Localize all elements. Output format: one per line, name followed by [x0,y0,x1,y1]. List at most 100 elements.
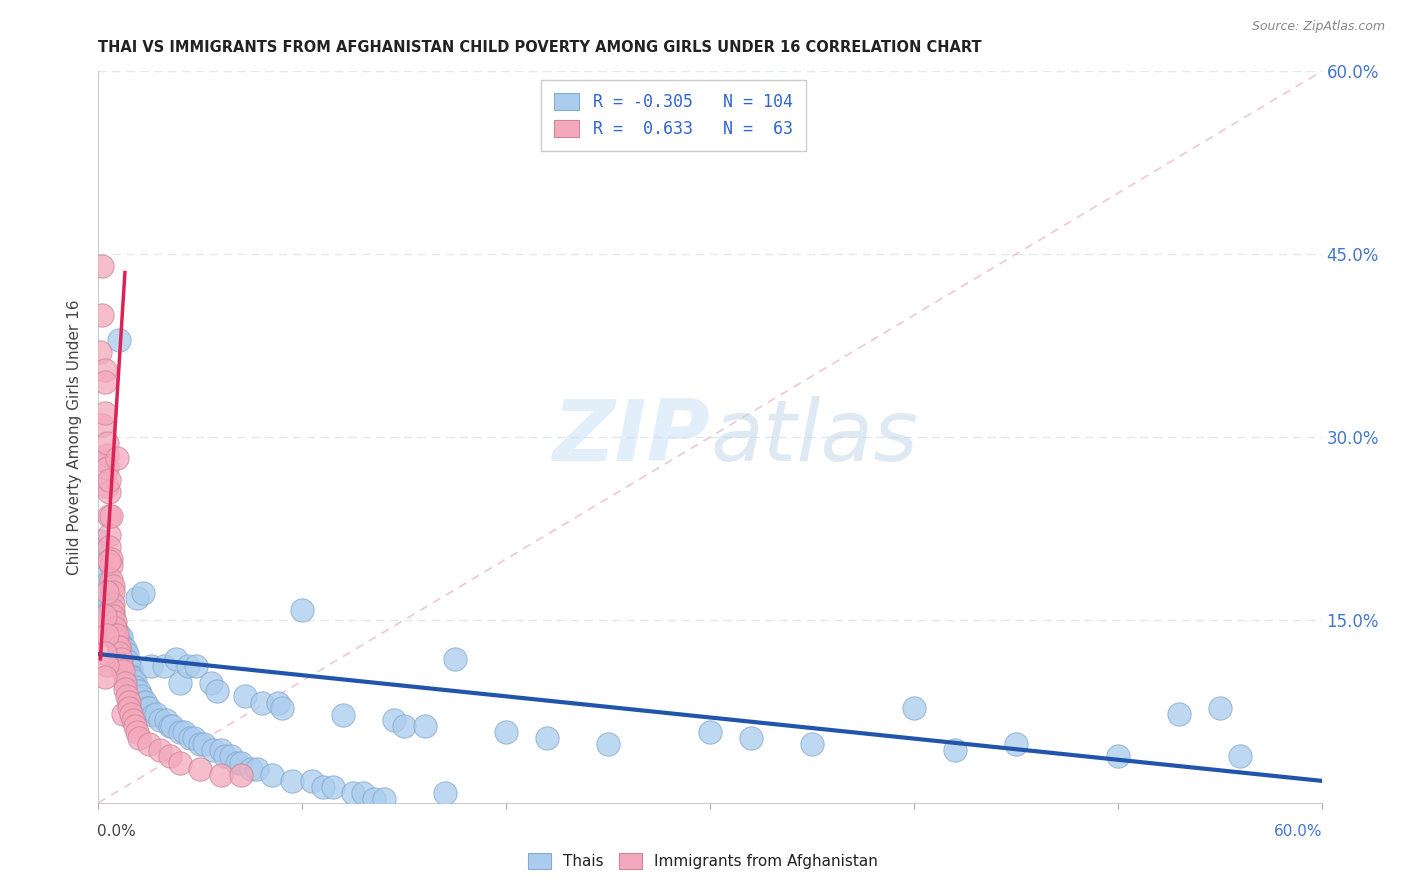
Point [105,633,128,648]
Point [159,749,181,764]
Legend: Thais, Immigrants from Afghanistan: Thais, Immigrants from Afghanistan [522,847,884,875]
Point [246,762,269,776]
Point [193,737,215,751]
Point [169,676,191,690]
Point [155,713,177,727]
Point [270,700,294,714]
Point [495,725,517,739]
Point [93,376,115,390]
Point [108,646,131,660]
Point [124,673,146,688]
Text: 60.0%: 60.0% [1274,823,1323,838]
Legend: R = -0.305   N = 104, R =  0.633   N =  63: R = -0.305 N = 104, R = 0.633 N = 63 [541,79,806,151]
Point [111,664,134,678]
Point [101,579,124,593]
Point [104,623,127,637]
Text: ZIP: ZIP [553,395,710,479]
Point [209,743,232,757]
Point [115,654,138,668]
Point [260,768,283,782]
Point [93,609,115,624]
Point [134,695,156,709]
Text: THAI VS IMMIGRANTS FROM AFGHANISTAN CHILD POVERTY AMONG GIRLS UNDER 16 CORRELATI: THAI VS IMMIGRANTS FROM AFGHANISTAN CHIL… [98,40,981,55]
Point [267,696,290,710]
Point [699,725,721,739]
Point [97,509,120,524]
Point [1107,749,1129,764]
Point [219,749,242,764]
Point [903,700,925,714]
Point [108,627,131,641]
Point [100,613,122,627]
Point [96,460,118,475]
Point [740,731,762,746]
Point [291,603,314,617]
Point [122,679,145,693]
Point [97,485,120,500]
Point [89,533,111,548]
Point [444,652,467,666]
Point [233,689,256,703]
Point [200,676,222,690]
Point [250,696,273,710]
Point [138,700,160,714]
Point [128,690,150,705]
Point [145,706,167,721]
Point [124,719,146,733]
Point [91,546,114,560]
Point [114,642,136,657]
Y-axis label: Child Poverty Among Girls Under 16: Child Poverty Among Girls Under 16 [67,300,83,574]
Point [114,652,136,666]
Point [127,591,149,605]
Point [160,719,183,733]
Point [97,527,120,541]
Point [93,406,115,420]
Point [138,737,160,751]
Point [122,672,145,686]
Point [114,676,136,690]
Point [141,659,163,673]
Point [96,658,118,673]
Point [122,713,145,727]
Point [214,749,236,764]
Point [93,670,115,684]
Point [173,725,195,739]
Point [142,708,165,723]
Point [101,597,124,611]
Point [159,719,181,733]
Point [96,449,118,463]
Point [93,454,115,468]
Point [312,780,335,794]
Point [111,647,134,661]
Point [100,558,122,573]
Point [104,627,127,641]
Point [240,762,263,776]
Point [132,696,155,710]
Point [97,607,120,621]
Point [132,586,155,600]
Point [96,627,118,641]
Point [100,573,122,587]
Point [149,743,172,757]
Point [105,625,128,640]
Point [108,640,131,654]
Point [943,743,966,757]
Point [1209,700,1232,714]
Point [97,594,120,608]
Point [110,652,132,666]
Point [91,308,114,322]
Point [96,589,118,603]
Point [93,646,115,660]
Point [301,773,323,788]
Point [226,756,249,770]
Point [101,607,124,621]
Point [93,570,115,584]
Point [598,737,620,751]
Point [332,708,354,723]
Point [114,682,136,697]
Point [118,700,141,714]
Point [118,659,141,673]
Text: atlas: atlas [710,395,918,479]
Point [105,450,128,465]
Point [129,689,152,703]
